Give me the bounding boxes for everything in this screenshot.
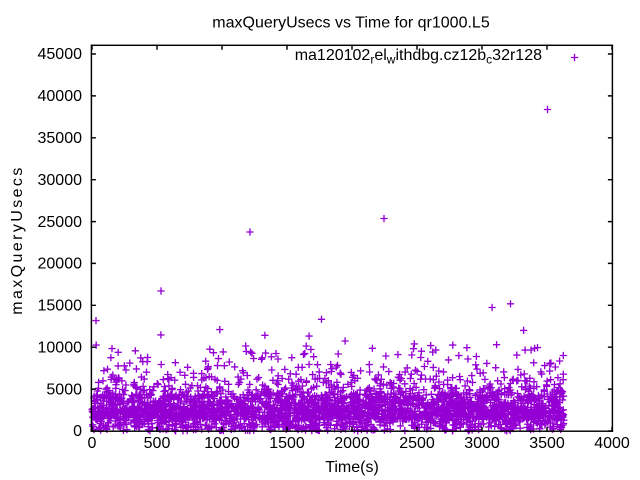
svg-text:20000: 20000 <box>38 256 83 273</box>
svg-text:2000: 2000 <box>334 435 370 452</box>
svg-text:0: 0 <box>88 435 97 452</box>
svg-text:40000: 40000 <box>38 88 83 105</box>
svg-text:5000: 5000 <box>46 381 82 398</box>
svg-text:0: 0 <box>73 423 82 440</box>
svg-text:4000: 4000 <box>594 435 630 452</box>
svg-text:35000: 35000 <box>38 130 83 147</box>
svg-text:ma120102relwithdbg.cz12bc32r12: ma120102relwithdbg.cz12bc32r128 <box>295 47 542 67</box>
svg-text:Time(s): Time(s) <box>325 459 379 476</box>
svg-text:30000: 30000 <box>38 172 83 189</box>
svg-text:2500: 2500 <box>399 435 435 452</box>
svg-text:15000: 15000 <box>38 298 83 315</box>
svg-text:25000: 25000 <box>38 214 83 231</box>
svg-text:500: 500 <box>144 435 171 452</box>
svg-text:10000: 10000 <box>38 339 83 356</box>
svg-text:3500: 3500 <box>529 435 565 452</box>
svg-text:3000: 3000 <box>464 435 500 452</box>
svg-text:maxQueryUsecs vs Time for qr10: maxQueryUsecs vs Time for qr1000.L5 <box>212 15 490 32</box>
svg-text:45000: 45000 <box>38 46 83 63</box>
svg-text:1500: 1500 <box>269 435 305 452</box>
svg-text:1000: 1000 <box>204 435 240 452</box>
svg-text:maxQueryUsecs: maxQueryUsecs <box>9 165 26 314</box>
